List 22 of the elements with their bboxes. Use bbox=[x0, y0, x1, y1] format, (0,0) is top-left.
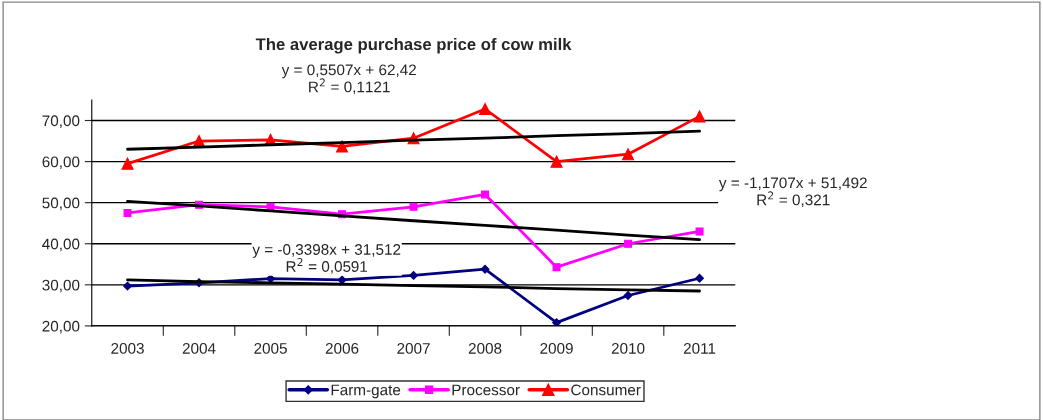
x-tick-label: 2007 bbox=[397, 342, 430, 354]
annotation: y = -1,1707x + 51,492 R$^{2}$ = 0,321 bbox=[718, 177, 867, 208]
chart-title: The average purchase price of cow milk bbox=[255, 37, 572, 54]
y-tick-label: 60,00 bbox=[42, 156, 80, 170]
x-tick-label: 2010 bbox=[611, 342, 645, 354]
annotation: y = -0,3398x + 31,512 R$^{2}$ = 0,0591 bbox=[252, 244, 401, 274]
text: y = 0,5507x + 62,42 R$^{2}$ = 0,1121 bbox=[281, 64, 416, 95]
x-tick-label: 2005 bbox=[254, 342, 287, 354]
y-tick-label: 50,00 bbox=[42, 197, 80, 211]
y-tick-label: 70,00 bbox=[42, 115, 80, 128]
legend-label: Farm-gate bbox=[331, 384, 401, 399]
x-tick-label: 2008 bbox=[468, 342, 502, 354]
y-tick-label: 40,00 bbox=[42, 238, 80, 252]
x-tick-label: 2003 bbox=[111, 342, 144, 354]
y-tick-label: 20,00 bbox=[42, 320, 80, 334]
x-tick-label: 2004 bbox=[182, 342, 216, 354]
legend-label: Processor bbox=[452, 384, 520, 396]
legend-label: Consumer bbox=[571, 384, 641, 396]
y-tick-label: 30,00 bbox=[42, 279, 80, 293]
x-tick-label: 2011 bbox=[683, 342, 716, 354]
x-tick-label: 2009 bbox=[540, 342, 573, 354]
x-tick-label: 2006 bbox=[325, 342, 359, 354]
